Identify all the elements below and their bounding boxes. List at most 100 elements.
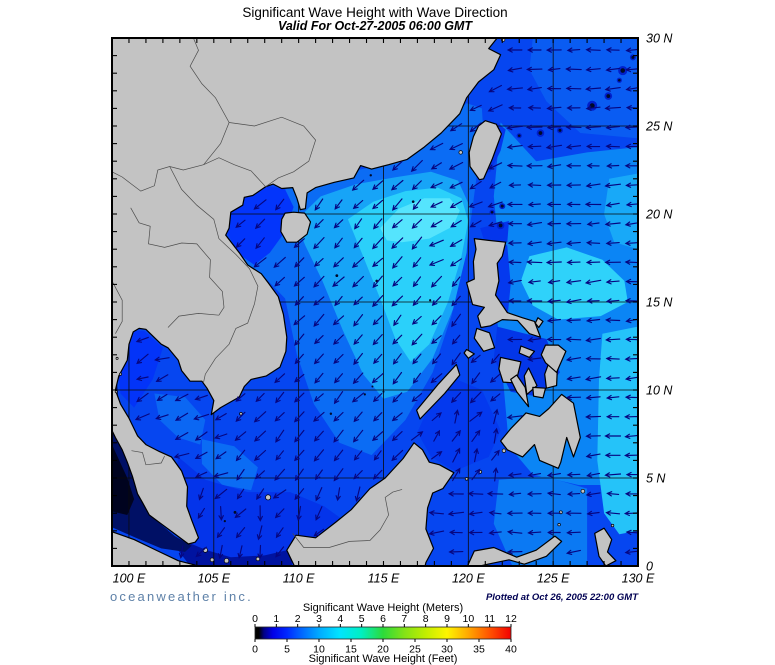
islet-okinawa-north	[606, 94, 611, 98]
wave-direction-arrow	[527, 279, 541, 285]
wave-direction-arrow	[214, 488, 228, 500]
wave-direction-arrow	[605, 279, 620, 285]
wave-direction-arrow	[431, 315, 442, 326]
wave-direction-arrow	[625, 182, 638, 188]
wave-direction-arrow	[585, 317, 601, 324]
wave-direction-arrow	[604, 433, 622, 439]
wave-direction-arrow	[527, 510, 542, 516]
wave-direction-arrow	[411, 431, 424, 441]
wave-direction-arrow	[546, 182, 562, 188]
wave-direction-arrow	[508, 182, 522, 188]
islet-yonaguni	[517, 134, 521, 137]
wave-direction-arrow	[585, 86, 602, 92]
wave-direction-arrow	[545, 47, 562, 53]
wave-direction-arrow	[351, 256, 365, 268]
wave-direction-arrow	[392, 276, 403, 287]
wave-direction-arrow	[565, 182, 581, 188]
colorbar-label-meters-0: 0	[252, 613, 258, 625]
land-catanduanes	[534, 317, 544, 329]
wave-direction-arrow	[625, 201, 638, 208]
wave-direction-arrow	[134, 413, 150, 421]
islet-con-son	[239, 412, 243, 416]
wave-direction-arrow	[488, 530, 502, 536]
wave-direction-arrow	[604, 182, 621, 189]
wave-direction-arrow	[255, 392, 265, 403]
wave-direction-arrow	[449, 200, 463, 209]
wave-direction-arrow	[154, 356, 170, 362]
colorbar-label-feet-15: 15	[345, 644, 357, 656]
wave-direction-arrow	[353, 470, 363, 480]
colorbar-label-meters-5: 5	[359, 613, 365, 625]
islet-hong-kong	[369, 174, 372, 177]
wave-direction-arrow	[430, 220, 443, 228]
wave-direction-arrow	[468, 510, 483, 517]
wave-direction-arrow	[585, 66, 601, 73]
wave-region-gulf-thailand-light	[154, 393, 206, 445]
wave-direction-arrow	[454, 409, 460, 424]
wave-direction-arrow	[428, 510, 444, 516]
colorbar-label-meters-12: 12	[505, 613, 517, 625]
wave-direction-arrow	[508, 105, 522, 111]
islet-ishigaki	[538, 131, 543, 135]
islet-scarborough	[429, 299, 432, 302]
wave-direction-arrow	[507, 67, 523, 73]
wave-direction-arrow	[566, 529, 581, 536]
wave-direction-arrow	[527, 201, 541, 208]
wave-direction-arrow	[431, 353, 442, 365]
brand-text: oceanweather inc.	[110, 589, 253, 604]
wave-direction-arrow	[565, 163, 581, 169]
wave-direction-arrow	[392, 353, 402, 365]
wave-direction-arrow	[586, 472, 601, 478]
wave-direction-arrow	[625, 66, 638, 73]
wave-direction-arrow	[605, 298, 620, 304]
lon-label-125: 125 E	[537, 572, 570, 586]
wave-direction-arrow	[470, 354, 481, 364]
colorbar-title-meters: Significant Wave Height (Meters)	[303, 602, 463, 614]
colorbar-label-meters-6: 6	[380, 613, 386, 625]
wave-direction-arrow	[373, 353, 383, 365]
wave-direction-arrow	[585, 337, 601, 343]
islet-talaud	[580, 488, 586, 494]
wave-direction-arrow	[584, 279, 602, 285]
wave-direction-arrow	[373, 450, 382, 461]
wave-direction-arrow	[546, 221, 561, 227]
wave-direction-arrow	[604, 105, 621, 111]
wave-direction-arrow	[469, 122, 482, 133]
colorbar-label-feet-0: 0	[252, 644, 258, 656]
lat-label-20: 20 N	[645, 208, 673, 222]
islet-siau	[557, 522, 561, 527]
wave-direction-arrow	[257, 544, 263, 560]
wave-direction-arrow	[526, 298, 543, 304]
land-taiwan	[468, 120, 502, 181]
wave-direction-arrow	[566, 375, 581, 382]
wave-direction-arrow	[526, 47, 542, 53]
land-samar	[540, 344, 567, 373]
islet-mergui-2	[118, 372, 123, 376]
lat-label-5: 5 N	[646, 472, 666, 486]
wave-direction-arrow	[392, 392, 403, 403]
wave-direction-arrow	[585, 394, 601, 401]
wave-direction-arrow	[450, 220, 462, 228]
wave-direction-arrow	[566, 472, 581, 478]
wave-direction-arrow	[506, 201, 523, 208]
plot-area	[112, 38, 638, 566]
wave-direction-arrow	[547, 66, 561, 73]
wave-direction-arrow	[353, 411, 363, 423]
wave-direction-arrow	[313, 237, 325, 250]
wave-direction-arrow	[471, 372, 481, 385]
wave-direction-arrow	[625, 86, 638, 92]
wave-direction-arrow	[194, 451, 208, 459]
wave-direction-arrow	[566, 317, 581, 324]
wave-direction-arrow	[428, 239, 444, 247]
wave-direction-arrow	[605, 124, 620, 131]
wave-direction-arrow	[253, 257, 267, 268]
wave-direction-arrow	[334, 295, 343, 307]
wave-direction-arrow	[585, 143, 601, 150]
wave-direction-arrow	[449, 258, 463, 267]
islet-pratas	[411, 200, 415, 203]
wave-direction-arrow	[527, 182, 542, 188]
wave-direction-arrow	[605, 202, 620, 208]
wave-direction-arrow	[506, 124, 523, 131]
wave-direction-arrow	[391, 412, 403, 422]
wave-direction-arrow	[313, 528, 325, 537]
